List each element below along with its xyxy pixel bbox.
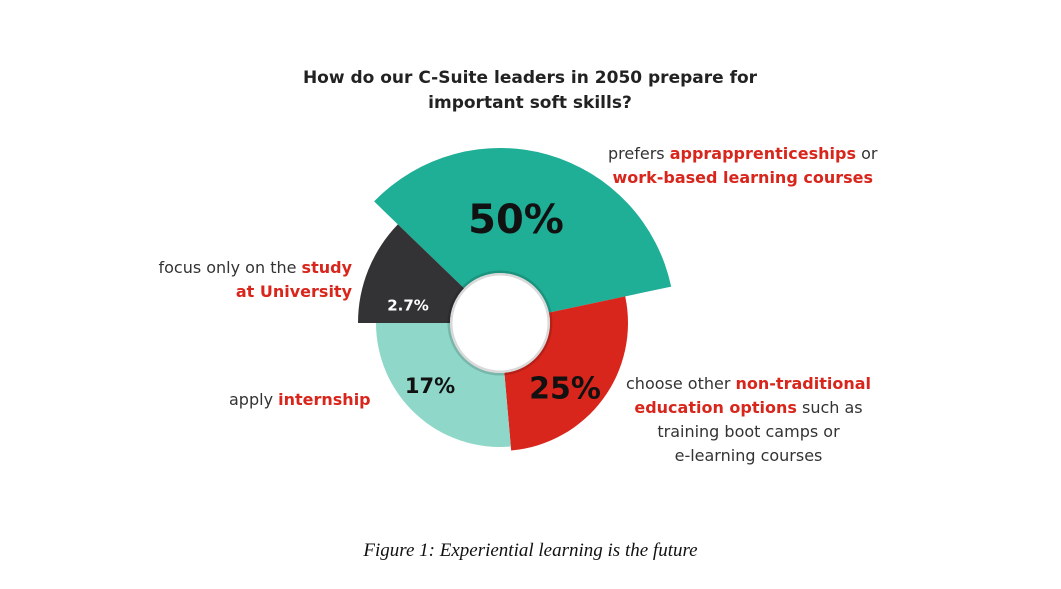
data-label: 50% [468,197,564,243]
label-highlight: study [301,258,352,277]
chart-title: How do our C-Suite leaders in 2050 prepa… [302,68,758,113]
label-highlight: apprapprenticeships [669,144,856,163]
label-internship: apply internship [229,388,371,412]
label-text: prefers [608,144,670,163]
label-highlight: work-based learning courses [612,168,873,187]
label-university: focus only on the study at University [150,256,352,304]
data-label: 25% [529,372,601,407]
slice-25 [504,296,628,451]
slice-27 [358,224,465,323]
figure-caption: Figure 1: Experiential learning is the f… [363,540,698,561]
label-text: or [855,144,878,163]
label-highlight: education options [634,398,797,417]
label-highlight: at University [235,282,352,301]
label-text: such as [796,398,863,417]
slice-17 [376,323,511,447]
label-highlight: non-traditional [735,374,871,393]
data-label: 17% [405,374,455,398]
label-text: e-learning courses [674,446,823,465]
label-non-traditional: choose other non-traditional education o… [626,372,871,468]
slice-50 [374,148,672,313]
label-text: focus only on the [158,258,302,277]
label-text: apply [229,390,279,409]
label-text: choose other [626,374,736,393]
label-text: training boot camps or [657,422,840,441]
data-label: 2.7% [387,297,429,315]
donut-hole [447,270,553,376]
label-highlight: internship [278,390,371,409]
label-apprenticeships: prefers apprapprenticeships or work-base… [608,142,877,190]
